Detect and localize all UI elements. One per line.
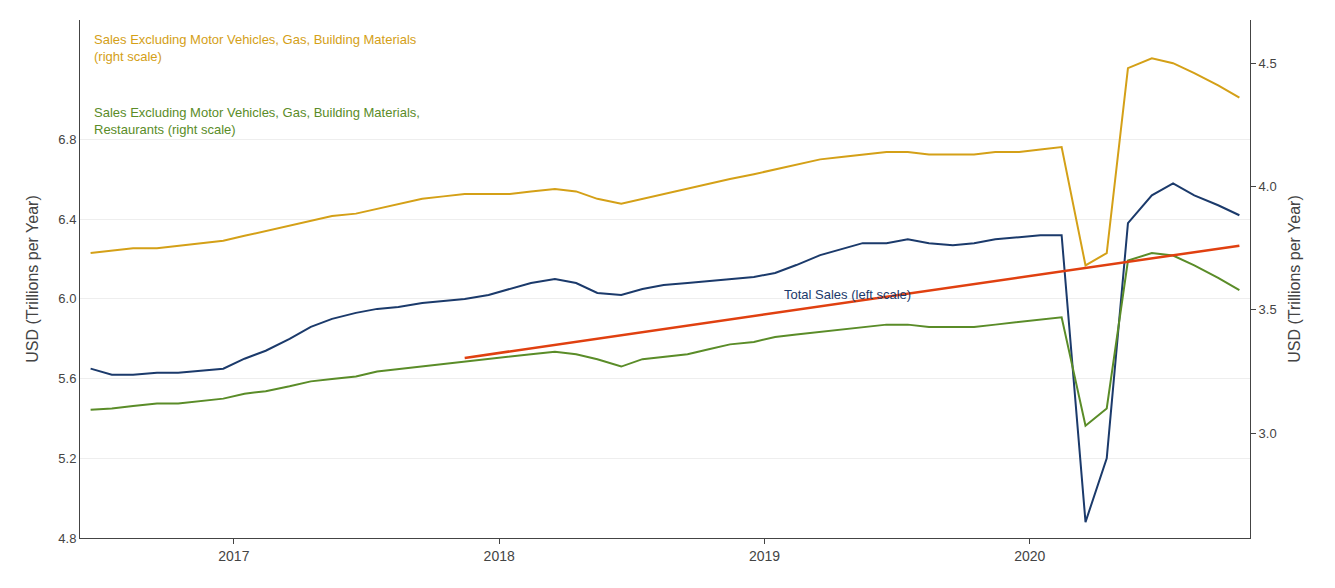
svg-text:2018: 2018	[484, 548, 515, 564]
svg-text:4.5: 4.5	[1259, 56, 1277, 71]
svg-text:Sales Excluding Motor Vehicles: Sales Excluding Motor Vehicles, Gas, Bui…	[94, 105, 420, 137]
svg-text:6.4: 6.4	[58, 212, 76, 227]
svg-text:Sales Excluding Motor Vehicles: Sales Excluding Motor Vehicles, Gas, Bui…	[94, 32, 417, 64]
svg-text:5.6: 5.6	[58, 371, 76, 386]
svg-text:USD (Trillions per Year): USD (Trillions per Year)	[1286, 195, 1303, 362]
svg-text:2020: 2020	[1014, 548, 1045, 564]
svg-text:6.0: 6.0	[58, 291, 76, 306]
svg-text:3.5: 3.5	[1259, 302, 1277, 317]
svg-text:4.0: 4.0	[1259, 179, 1277, 194]
svg-text:USD (Trillions per Year): USD (Trillions per Year)	[24, 195, 41, 362]
svg-text:3.0: 3.0	[1259, 426, 1277, 441]
svg-text:2017: 2017	[218, 548, 249, 564]
svg-text:5.2: 5.2	[58, 451, 76, 466]
svg-text:Total Sales (left scale): Total Sales (left scale)	[784, 287, 911, 302]
svg-text:4.8: 4.8	[58, 531, 76, 546]
svg-text:2019: 2019	[749, 548, 780, 564]
svg-text:6.8: 6.8	[58, 132, 76, 147]
